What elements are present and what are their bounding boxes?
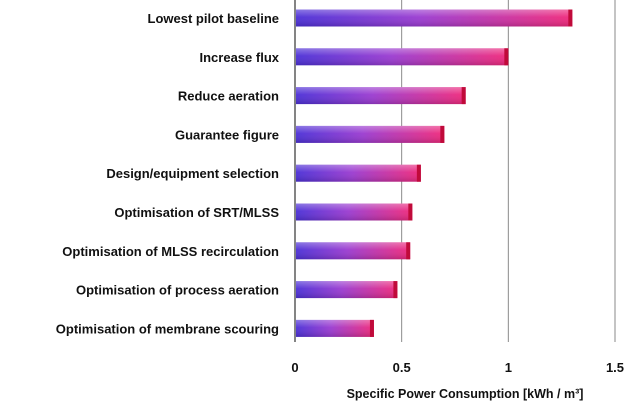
bar bbox=[296, 281, 398, 299]
bar bbox=[296, 203, 413, 221]
category-label: Guarantee figure bbox=[175, 127, 279, 142]
x-tick-label: 1 bbox=[505, 360, 512, 375]
bar-end-cap bbox=[393, 281, 398, 299]
bar-shine bbox=[296, 203, 413, 221]
category-label: Optimisation of MLSS recirculation bbox=[62, 244, 279, 259]
bar-end-cap bbox=[406, 242, 411, 260]
bar bbox=[296, 164, 421, 182]
x-axis-title: Specific Power Consumption [kWh / m³] bbox=[347, 387, 584, 401]
bar-shine bbox=[296, 164, 421, 182]
category-label: Increase flux bbox=[200, 50, 280, 65]
x-tick-label: 0 bbox=[291, 360, 298, 375]
bar-end-cap bbox=[416, 164, 421, 182]
bar bbox=[296, 125, 445, 143]
bar-end-cap bbox=[568, 9, 573, 27]
bar-end-cap bbox=[369, 319, 374, 337]
bar bbox=[296, 48, 509, 66]
bar-shine bbox=[296, 87, 466, 105]
bar bbox=[296, 9, 573, 27]
bar-end-cap bbox=[408, 203, 413, 221]
category-label: Lowest pilot baseline bbox=[148, 11, 279, 26]
bar-shine bbox=[296, 281, 398, 299]
x-tick-label: 1.5 bbox=[606, 360, 624, 375]
bar-end-cap bbox=[440, 125, 445, 143]
bar-shine bbox=[296, 9, 573, 27]
category-label: Optimisation of process aeration bbox=[76, 283, 279, 298]
bar-shine bbox=[296, 125, 445, 143]
x-tick-label: 0.5 bbox=[393, 360, 411, 375]
bar-shine bbox=[296, 319, 374, 337]
category-label: Optimisation of membrane scouring bbox=[56, 321, 279, 336]
x-tick-labels: 0 0.5 1 1.5 bbox=[291, 360, 624, 375]
bar-end-cap bbox=[504, 48, 509, 66]
category-label: Reduce aeration bbox=[178, 89, 279, 104]
bar-shine bbox=[296, 242, 411, 260]
category-label: Design/equipment selection bbox=[106, 166, 279, 181]
bar-end-cap bbox=[461, 87, 466, 105]
bars bbox=[296, 9, 573, 337]
category-labels: Lowest pilot baseline Increase flux Reduce… bbox=[56, 11, 280, 336]
category-label: Optimisation of SRT/MLSS bbox=[114, 205, 279, 220]
bar bbox=[296, 87, 466, 105]
bar-shine bbox=[296, 48, 509, 66]
bar bbox=[296, 242, 411, 260]
bar bbox=[296, 319, 374, 337]
